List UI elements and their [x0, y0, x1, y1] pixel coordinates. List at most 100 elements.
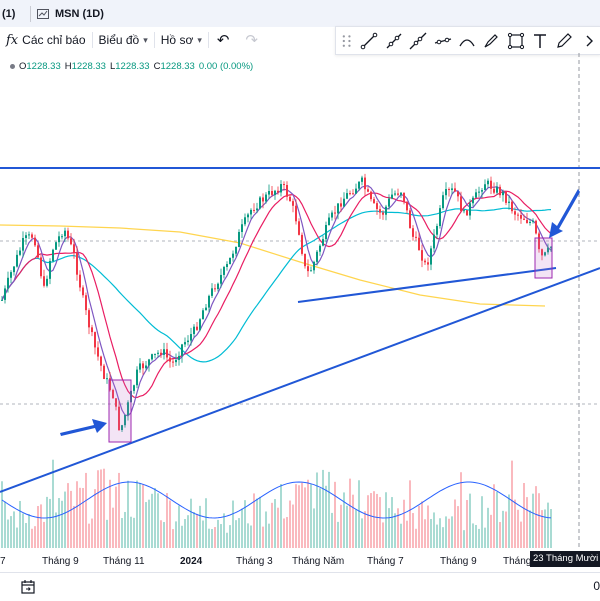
candle-body: [10, 272, 12, 278]
candle: [52, 248, 54, 263]
undo-icon[interactable]: ↶: [216, 32, 230, 49]
arrow-right[interactable]: [549, 189, 580, 238]
volume-bar: [286, 517, 288, 548]
indicators-button[interactable]: fx Các chỉ báo: [0, 27, 92, 53]
candle: [190, 327, 192, 346]
rectangle-icon[interactable]: [504, 28, 528, 54]
candle-body: [403, 192, 405, 202]
curve-icon[interactable]: [455, 28, 479, 54]
volume-bar: [478, 528, 480, 548]
drag-handle-icon[interactable]: [341, 33, 352, 49]
chart-type-button[interactable]: Biểu đồ ▾: [93, 27, 154, 53]
volume-bar: [463, 530, 465, 548]
trend-line-icon[interactable]: [357, 28, 381, 54]
chevron-right-icon[interactable]: [577, 28, 600, 54]
candle: [382, 210, 384, 220]
volume-bar: [328, 471, 330, 548]
volume-bar: [508, 494, 510, 548]
range-label[interactable]: 0: [593, 579, 600, 593]
volume-bar: [142, 484, 144, 548]
candle-body: [274, 190, 276, 195]
text-icon[interactable]: [528, 28, 552, 54]
volume-bar: [427, 505, 429, 548]
candle-body: [49, 261, 51, 279]
candle-body: [106, 378, 108, 380]
candle: [499, 184, 501, 198]
price-chart[interactable]: 7 Tháng 9 Tháng 11 2024 Tháng 3 Tháng Nă…: [0, 53, 600, 572]
volume-bar: [100, 469, 102, 548]
candle: [430, 245, 432, 271]
highlight-box-left[interactable]: [108, 379, 132, 443]
candle-body: [397, 193, 399, 195]
volume-bar: [40, 504, 42, 548]
volume-bar: [439, 518, 441, 548]
volume-bar: [52, 459, 54, 548]
legend-high: H1228.33: [65, 61, 106, 72]
candle-body: [154, 353, 156, 355]
volume-bar: [151, 493, 153, 548]
candle-body: [157, 352, 159, 354]
candle-body: [145, 365, 147, 369]
redo-icon[interactable]: ↷: [245, 32, 258, 49]
candle-body: [133, 385, 135, 391]
legend-low: L1228.33: [110, 61, 150, 72]
chevron-down-icon: ▾: [143, 34, 148, 45]
candle: [184, 337, 186, 348]
candle: [94, 331, 96, 355]
tab-previous[interactable]: (1): [2, 7, 16, 20]
volume-bar: [346, 505, 348, 548]
pen-icon[interactable]: [552, 28, 576, 54]
volume-bar: [292, 504, 294, 548]
candle: [82, 285, 84, 298]
candle: [394, 190, 396, 197]
candle-body: [328, 217, 330, 226]
candle-body: [115, 398, 117, 407]
support-trendline[interactable]: [297, 267, 557, 303]
candle: [253, 203, 255, 213]
candle-body: [391, 194, 393, 199]
candle: [271, 186, 273, 197]
candle: [496, 182, 498, 195]
candle-body: [244, 217, 246, 225]
candle: [19, 247, 21, 257]
candle: [340, 197, 342, 212]
volume-bar: [187, 515, 189, 548]
candle: [31, 232, 33, 239]
volume-bar: [385, 492, 387, 548]
candle: [478, 186, 480, 198]
info-line-icon[interactable]: [430, 28, 454, 54]
candle: [325, 221, 327, 243]
candle-body: [520, 215, 522, 219]
candle: [46, 275, 48, 288]
volume-bar: [202, 520, 204, 548]
candle: [247, 212, 249, 223]
candle: [454, 182, 456, 193]
candle: [142, 361, 144, 375]
candle: [136, 366, 138, 389]
candle: [226, 261, 228, 271]
ray-icon[interactable]: [382, 28, 406, 54]
volume-bar: [130, 516, 132, 548]
tab-symbol[interactable]: MSN (1D): [37, 8, 104, 20]
arrow-left[interactable]: [60, 419, 107, 436]
candle-body: [283, 184, 285, 186]
candle-body: [226, 264, 228, 268]
candle: [112, 388, 114, 399]
volume-bar: [436, 524, 438, 548]
volume-bar: [457, 506, 459, 548]
candle: [304, 253, 306, 269]
layout-button[interactable]: Hồ sơ ▾: [155, 27, 208, 53]
long-trendline[interactable]: [0, 267, 600, 493]
candle-body: [460, 196, 462, 212]
candle: [397, 188, 399, 197]
candle-body: [298, 221, 300, 235]
candle: [391, 188, 393, 200]
extended-line-icon[interactable]: [406, 28, 430, 54]
highlight-box-right[interactable]: [534, 237, 553, 279]
calendar-goto-icon[interactable]: [20, 579, 36, 595]
candle: [463, 208, 465, 214]
legend-close-key: C: [153, 61, 161, 72]
brush-icon[interactable]: [479, 28, 503, 54]
x-axis-label: Tháng Năm: [292, 556, 344, 567]
volume-bar: [517, 509, 519, 548]
